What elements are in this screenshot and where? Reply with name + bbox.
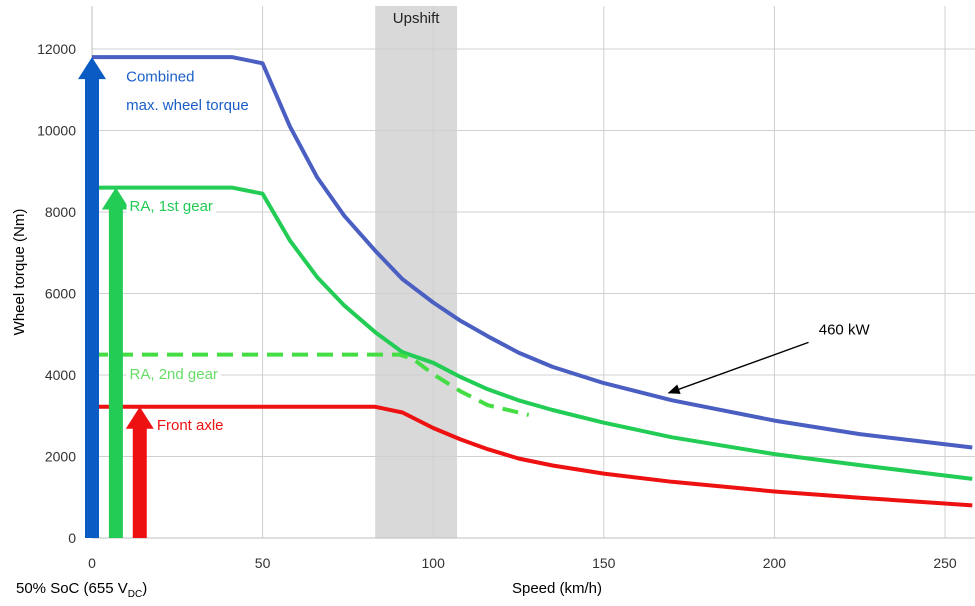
upshift-label: Upshift: [393, 10, 441, 27]
soc-footnote-main: 50% SoC (655 V: [16, 580, 128, 597]
label-combined-line1-bg: [123, 67, 198, 87]
y-tick-label: 6000: [45, 286, 76, 302]
soc-footnote: 50% SoC (655 VDC): [16, 580, 147, 600]
x-tick-label: 100: [422, 555, 446, 571]
series-line-1: [92, 185, 973, 481]
label-combined-line2: max. wheel torque: [126, 97, 249, 114]
y-tick-label: 8000: [45, 204, 76, 220]
label-combined-line2-bg: [123, 96, 252, 116]
series-line-2: [92, 352, 530, 417]
label-combined-line1: Combined: [126, 69, 194, 86]
soc-footnote-sub: DC: [128, 589, 142, 600]
front-axle-arrow-head: [125, 406, 154, 429]
label-ra-2nd-gear-bg: [126, 365, 221, 385]
ra-1st-gear-arrow-head: [101, 187, 130, 210]
upshift-region: [375, 6, 458, 538]
x-tick-label: 200: [763, 555, 787, 571]
power-arrow: [667, 341, 809, 394]
power-label: 460 kW: [819, 321, 871, 338]
combined-arrow-shaft: [85, 78, 99, 539]
x-tick-label: 0: [88, 555, 96, 571]
front-axle-arrow-shaft: [132, 427, 147, 538]
label-front-axle-bg: [153, 416, 227, 436]
combined-arrow-head: [78, 57, 106, 80]
label-ra-2nd-gear: RA, 2nd gear: [130, 366, 218, 383]
y-tick-label: 4000: [45, 367, 76, 383]
y-axis-title: Wheel torque (Nm): [11, 209, 28, 336]
y-tick-label: 0: [68, 530, 76, 546]
series-line-3: [92, 404, 973, 508]
x-tick-label: 150: [592, 555, 616, 571]
x-tick-label: 50: [255, 555, 271, 571]
label-ra-1st-gear-bg: [126, 197, 216, 217]
series-line-0: [92, 55, 973, 450]
y-tick-label: 12000: [37, 41, 76, 57]
label-front-axle: Front axle: [157, 417, 224, 434]
ra-1st-gear-arrow-shaft: [108, 208, 123, 539]
x-tick-label: 250: [933, 555, 957, 571]
y-tick-label: 2000: [45, 449, 76, 465]
x-axis-title: Speed (km/h): [512, 580, 602, 597]
label-ra-1st-gear: RA, 1st gear: [130, 198, 213, 215]
y-tick-label: 10000: [37, 123, 76, 139]
soc-footnote-close: ): [142, 580, 147, 597]
